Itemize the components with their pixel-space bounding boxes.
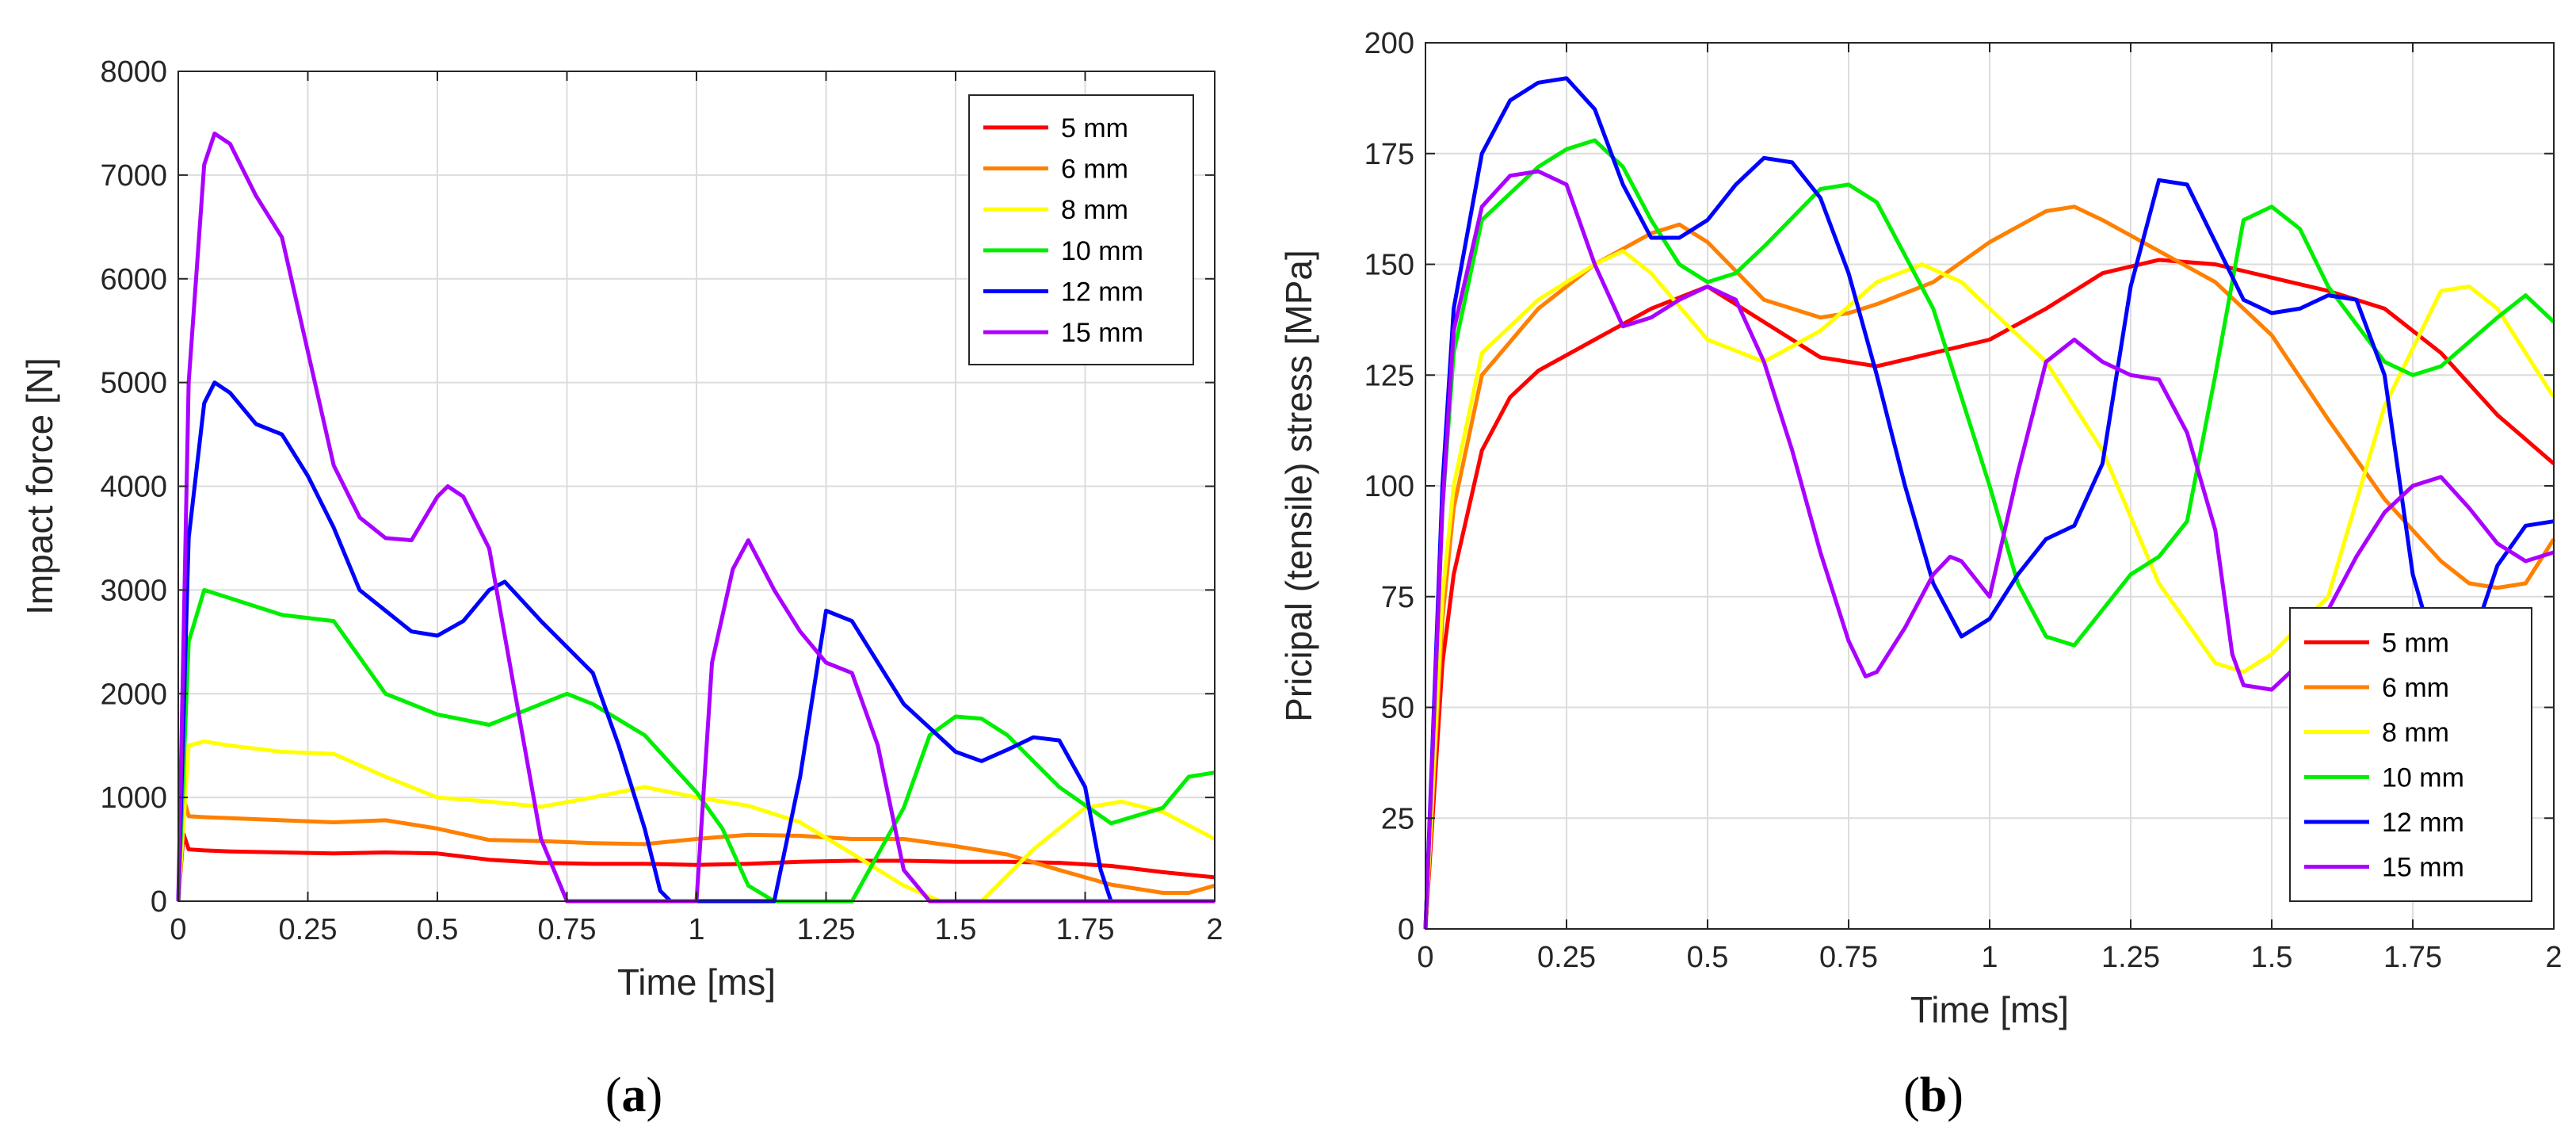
series-line-10-mm xyxy=(176,587,1215,904)
legend-label: 8 mm xyxy=(2382,718,2449,748)
x-tick-label: 2 xyxy=(2545,941,2562,974)
legend-label: 6 mm xyxy=(1061,155,1128,185)
x-tick-label: 0.5 xyxy=(1687,941,1729,974)
y-tick-label: 0 xyxy=(151,885,167,919)
y-tick-label: 200 xyxy=(1364,27,1414,60)
x-tick-label: 1.75 xyxy=(1056,913,1115,946)
legend-box xyxy=(2289,607,2532,902)
legend-label: 15 mm xyxy=(2382,853,2464,883)
x-tick-label: 1.25 xyxy=(2101,941,2160,974)
x-tick-label: 0.75 xyxy=(538,913,597,946)
legend-label: 15 mm xyxy=(1061,318,1143,348)
y-axis-label: Impact force [N] xyxy=(19,357,60,615)
legend-label: 12 mm xyxy=(1061,277,1143,308)
x-tick-label: 0.25 xyxy=(1537,941,1596,974)
x-axis-label: Time [ms] xyxy=(617,961,776,1003)
panel-caption: (a) xyxy=(605,1068,662,1122)
y-tick-label: 50 xyxy=(1381,692,1414,725)
x-tick-label: 1 xyxy=(1981,941,1998,974)
legend-label: 5 mm xyxy=(1061,113,1128,143)
series-line-15-mm xyxy=(1423,169,2555,930)
y-tick-label: 150 xyxy=(1364,249,1414,282)
series-line-5-mm xyxy=(176,831,1215,902)
x-tick-label: 1.5 xyxy=(935,913,977,946)
legend-label: 12 mm xyxy=(2382,808,2464,838)
series-line-12-mm xyxy=(1423,76,2555,930)
y-tick-label: 0 xyxy=(1398,913,1414,946)
legend-label: 5 mm xyxy=(2382,628,2449,658)
x-tick-label: 0 xyxy=(170,913,186,946)
y-tick-label: 5000 xyxy=(100,367,167,400)
panel-caption: (b) xyxy=(1903,1068,1963,1122)
y-tick-label: 1000 xyxy=(100,782,167,815)
chart-b: 0 0.25 0.5 0.75 1 1.25 1.5 1.75 2 0 25 50 75 100 125 15… xyxy=(1278,27,2563,1122)
x-tick-label: 0 xyxy=(1417,941,1433,974)
y-tick-label: 3000 xyxy=(100,574,167,607)
chart-a: 0 0.25 0.5 0.75 1 1.25 1.5 1.75 2 0 1000 2000 3000 40… xyxy=(19,55,1223,1122)
series-line-8-mm xyxy=(176,739,1216,904)
x-tick-label: 0.5 xyxy=(417,913,459,946)
series-line-6-mm xyxy=(176,795,1215,902)
legend-label: 6 mm xyxy=(2382,673,2449,703)
legend-box xyxy=(968,94,1194,365)
x-tick-label: 1.5 xyxy=(2251,941,2293,974)
y-axis-label: Pricipal (tensile) stress [MPa] xyxy=(1278,250,1319,722)
series-line-5-mm xyxy=(1423,258,2555,930)
legend: 5 mm 6 mm 8 mm 10 mm 12 mm 15 mm xyxy=(2289,607,2532,902)
series-line-12-mm xyxy=(176,380,1215,904)
y-tick-label: 8000 xyxy=(100,55,167,89)
series-line-6-mm xyxy=(1423,204,2556,930)
y-tick-label: 2000 xyxy=(100,678,167,711)
y-tick-label: 6000 xyxy=(100,263,167,296)
series-line-8-mm xyxy=(1423,249,2556,930)
y-tick-label: 75 xyxy=(1381,581,1414,614)
y-tick-label: 4000 xyxy=(100,471,167,504)
x-axis-label: Time [ms] xyxy=(1910,989,2069,1030)
x-tick-label: 0.25 xyxy=(279,913,338,946)
x-tick-label: 1.75 xyxy=(2383,941,2442,974)
x-tick-label: 0.75 xyxy=(1819,941,1878,974)
legend-label: 10 mm xyxy=(1061,236,1143,266)
y-tick-label: 7000 xyxy=(100,159,167,193)
legend-label: 8 mm xyxy=(1061,195,1128,225)
x-tick-label: 2 xyxy=(1206,913,1223,946)
x-tick-label: 1.25 xyxy=(797,913,856,946)
legend-label: 10 mm xyxy=(2382,762,2464,793)
y-tick-label: 25 xyxy=(1381,802,1414,835)
legend: 5 mm 6 mm 8 mm 10 mm 12 mm 15 mm xyxy=(968,94,1194,365)
y-tick-label: 175 xyxy=(1364,138,1414,171)
y-tick-label: 100 xyxy=(1364,470,1414,503)
x-tick-label: 1 xyxy=(688,913,704,946)
y-tick-label: 125 xyxy=(1364,359,1414,392)
